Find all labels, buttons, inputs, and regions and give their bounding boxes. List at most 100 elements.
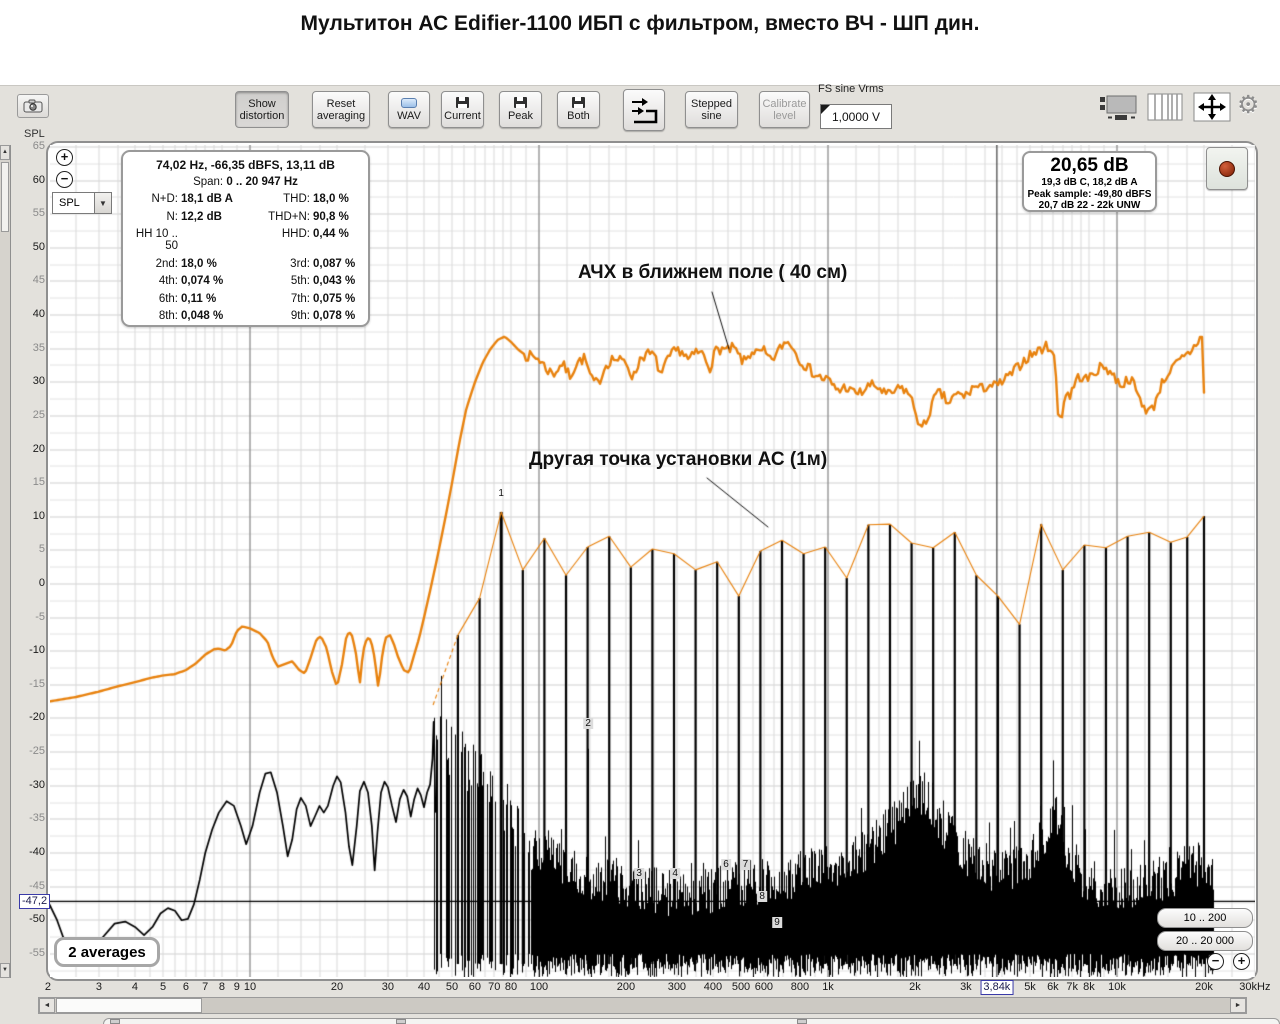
vertical-scroll-thumb[interactable] — [1, 162, 9, 232]
harmonic-marker-6: 6 — [721, 859, 731, 871]
y-tick: 40 — [32, 308, 45, 321]
y-axis-title: SPL — [24, 128, 45, 140]
info-value: 12,2 dB — [181, 210, 222, 223]
info-label: N: — [166, 210, 179, 223]
y-tick: 25 — [32, 408, 45, 421]
x-cursor-marker[interactable]: 3,84k — [980, 980, 1014, 995]
record-button[interactable] — [1206, 147, 1248, 190]
screenshot-camera-button[interactable] — [17, 94, 49, 118]
info-value: 18,0 % — [313, 193, 349, 205]
spectrogram-view-icon — [1147, 93, 1183, 121]
y-tick: 55 — [32, 207, 45, 220]
x-tick: 500 — [731, 981, 751, 993]
annotation-near-field: АЧХ в ближнем поле ( 40 см) — [578, 262, 848, 283]
save-wav-button[interactable]: WAV — [388, 91, 430, 128]
x-tick: 2 — [44, 981, 52, 993]
save-peak-button[interactable]: Peak — [499, 91, 542, 128]
floppy-save-icon — [572, 97, 585, 108]
panel-layout-button[interactable] — [1098, 93, 1140, 126]
save-both-button[interactable]: Both — [557, 91, 600, 128]
panel-layout-icon — [1100, 95, 1137, 120]
info-label: 5th: — [290, 275, 310, 287]
range-20-20000-button[interactable]: 20 .. 20 000 — [1157, 931, 1253, 951]
zoom-in-x-button[interactable]: + — [1233, 953, 1250, 970]
reset-averaging-label-1: Reset — [326, 97, 356, 110]
horizontal-scrollbar[interactable]: ◄ ► — [38, 997, 1247, 1014]
scroll-left-arrow[interactable]: ◄ — [39, 998, 55, 1013]
info-label: THD: — [283, 193, 310, 205]
bottom-checkbox-2[interactable] — [396, 1019, 406, 1024]
info-value: 0,043 % — [313, 275, 356, 287]
span-value: 0 .. 20 947 Hz — [226, 176, 298, 188]
y-tick: 5 — [38, 543, 45, 556]
calibrate-level-button[interactable]: Calibrate level — [759, 91, 810, 128]
info-label: HHD: — [281, 228, 310, 240]
zoom-in-button[interactable]: + — [56, 149, 73, 166]
y-tick: -35 — [29, 812, 45, 825]
spl-mode-combobox[interactable]: SPL ▼ — [52, 192, 112, 214]
show-distortion-label-1: Show — [248, 97, 276, 110]
bottom-panel-edge — [103, 1018, 1280, 1024]
info-value: 0,087 % — [313, 257, 356, 270]
info-label: THD+N: — [268, 210, 310, 223]
x-tick: 6k — [1047, 981, 1059, 993]
spectrogram-view-button[interactable] — [1147, 93, 1183, 126]
x-tick: 60 — [468, 981, 481, 993]
x-tick: 30 — [381, 981, 394, 993]
pan-view-button[interactable] — [1193, 92, 1231, 127]
chevron-down-icon[interactable]: ▼ — [94, 193, 111, 213]
zoom-out-button[interactable]: − — [56, 171, 73, 188]
y-tick: 60 — [32, 173, 45, 186]
scroll-up-arrow[interactable]: ▲ — [0, 145, 10, 160]
x-tick: 6 — [182, 981, 189, 993]
level-readout-panel: 20,65 dB 19,3 dB C, 18,2 dB A Peak sampl… — [1022, 151, 1157, 212]
x-tick: 20 — [330, 981, 344, 993]
x-tick: 40 — [417, 981, 431, 993]
pan-arrows-icon — [1193, 92, 1231, 122]
info-label: 4th: — [158, 275, 178, 287]
info-value: 90,8 % — [313, 210, 349, 223]
scroll-right-arrow[interactable]: ► — [1230, 998, 1246, 1013]
y-tick: 15 — [32, 476, 45, 489]
reset-averaging-button[interactable]: Reset averaging — [312, 91, 370, 128]
y-tick: -45 — [29, 879, 45, 892]
wav-label: WAV — [397, 109, 421, 122]
info-label: HH 10 .. 50 — [135, 228, 178, 252]
span-readout: Span: 0 .. 20 947 Hz — [123, 176, 368, 188]
sine-voltage-value: 1,0000 V — [831, 109, 881, 124]
y-tick: -25 — [29, 745, 45, 758]
y-tick: -40 — [29, 845, 45, 858]
show-distortion-label-2: distortion — [239, 109, 285, 122]
scroll-down-arrow[interactable]: ▼ — [0, 963, 10, 978]
averages-status-badge: 2 averages — [54, 937, 160, 967]
x-tick: 800 — [790, 981, 810, 993]
info-label: 8th: — [158, 310, 178, 322]
horizontal-scroll-thumb[interactable] — [56, 998, 202, 1013]
x-tick: 9 — [233, 981, 240, 993]
fs-sine-vrms-label: FS sine Vrms — [818, 83, 884, 95]
range-20-20000-label: 20 .. 20 000 — [1175, 935, 1235, 947]
record-dot-icon — [1219, 160, 1235, 177]
y-cursor-marker[interactable]: -47,2 — [19, 894, 51, 909]
loop-mode-button[interactable] — [623, 89, 665, 131]
range-10-200-button[interactable]: 10 .. 200 — [1157, 908, 1253, 928]
sine-voltage-input[interactable]: 1,0000 V — [820, 104, 892, 129]
level-weighted-values: 19,3 dB C, 18,2 dB A — [1041, 177, 1138, 188]
bottom-checkbox-3[interactable] — [797, 1019, 807, 1024]
save-current-button[interactable]: Current — [441, 91, 484, 128]
harmonic-marker-9: 9 — [772, 917, 782, 929]
zoom-out-x-button[interactable]: − — [1207, 953, 1224, 970]
info-value: 0,074 % — [181, 275, 224, 287]
vertical-scrollbar[interactable]: ▲ ▼ — [0, 145, 11, 978]
bottom-checkbox-1[interactable] — [110, 1019, 120, 1024]
stepped-sine-button[interactable]: Stepped sine — [685, 91, 738, 128]
x-tick: 100 — [529, 981, 549, 993]
y-tick: 45 — [32, 274, 45, 287]
harmonic-marker-2: 2 — [583, 717, 593, 729]
y-tick: 35 — [32, 341, 45, 354]
peak-sample-value: Peak sample: -49,80 dBFS — [1027, 188, 1152, 200]
camera-icon — [23, 99, 43, 113]
show-distortion-button[interactable]: Show distortion — [235, 91, 289, 128]
settings-gear-icon[interactable]: ⚙ — [1237, 91, 1260, 119]
info-value: 0,078 % — [313, 310, 356, 322]
